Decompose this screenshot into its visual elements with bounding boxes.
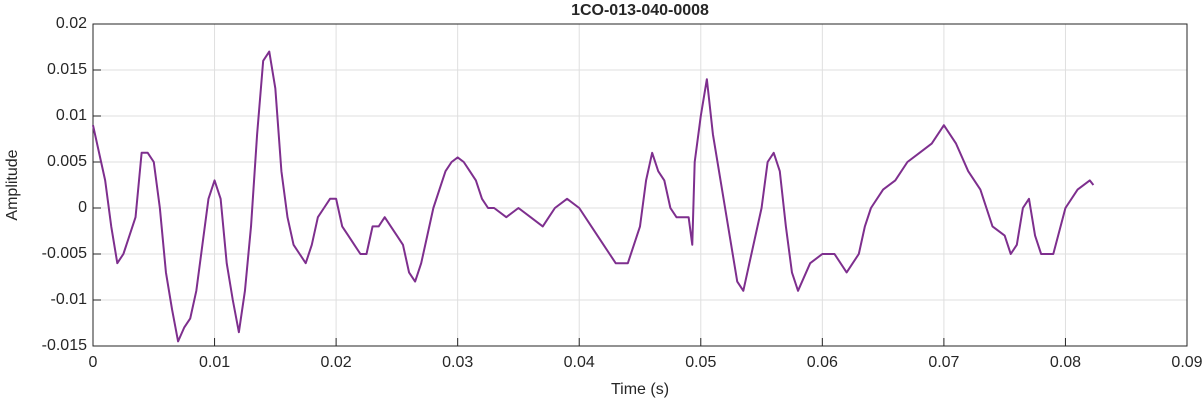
y-tick-label: -0.005 (42, 245, 87, 262)
x-tick-label: 0.03 (442, 354, 473, 371)
x-tick-label: 0.07 (928, 354, 959, 371)
y-tick-label: 0.005 (47, 153, 87, 170)
y-tick-label: 0.015 (47, 61, 87, 78)
y-axis-label: Amplitude (4, 149, 21, 220)
x-axis-label: Time (s) (611, 381, 669, 398)
x-tick-label: 0.02 (321, 354, 352, 371)
chart-title: 1CO-013-040-0008 (571, 2, 709, 19)
y-tick-label: 0 (78, 199, 87, 216)
x-tick-label: 0.04 (564, 354, 595, 371)
x-tick-label: 0.01 (199, 354, 230, 371)
y-tick-label: -0.015 (42, 337, 87, 354)
x-tick-label: 0.09 (1171, 354, 1202, 371)
data-line (92, 50, 1095, 343)
x-tick-label: 0.08 (1050, 354, 1081, 371)
x-tick-label: 0.05 (685, 354, 716, 371)
y-tick-label: 0.02 (56, 15, 87, 32)
y-tick-label: 0.01 (56, 107, 87, 124)
plot-frame (92, 23, 1188, 347)
y-tick-label: -0.01 (51, 291, 88, 308)
x-tick-label: 0 (89, 354, 98, 371)
x-tick-label: 0.06 (807, 354, 838, 371)
